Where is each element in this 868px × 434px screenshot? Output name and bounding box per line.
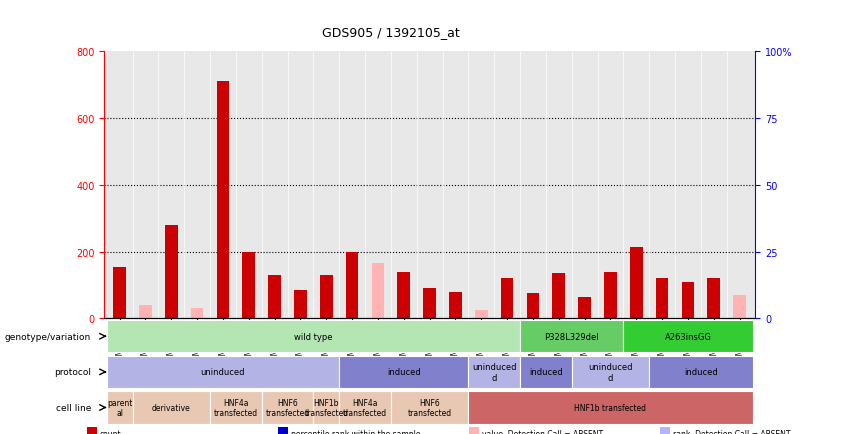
Bar bbox=[165, 225, 178, 319]
FancyBboxPatch shape bbox=[313, 391, 339, 424]
Text: wild type: wild type bbox=[294, 332, 332, 341]
Bar bbox=[139, 306, 152, 319]
Bar bbox=[398, 272, 411, 319]
Text: uninduced: uninduced bbox=[201, 368, 246, 376]
Bar bbox=[320, 275, 332, 319]
FancyBboxPatch shape bbox=[107, 320, 520, 352]
Text: HNF4a
transfected: HNF4a transfected bbox=[343, 398, 387, 417]
Bar bbox=[217, 82, 229, 319]
Text: uninduced
d: uninduced d bbox=[589, 362, 633, 381]
FancyBboxPatch shape bbox=[107, 391, 133, 424]
Bar bbox=[578, 297, 591, 319]
FancyBboxPatch shape bbox=[339, 356, 469, 388]
Text: percentile rank within the sample: percentile rank within the sample bbox=[291, 429, 420, 434]
FancyBboxPatch shape bbox=[133, 391, 210, 424]
Text: HNF4a
transfected: HNF4a transfected bbox=[214, 398, 258, 417]
Text: rank, Detection Call = ABSENT: rank, Detection Call = ABSENT bbox=[673, 429, 790, 434]
Bar bbox=[681, 282, 694, 319]
Text: HNF6
transfected: HNF6 transfected bbox=[408, 398, 451, 417]
Text: HNF1b transfected: HNF1b transfected bbox=[575, 403, 647, 412]
FancyBboxPatch shape bbox=[339, 391, 391, 424]
Bar bbox=[372, 264, 385, 319]
Text: P328L329del: P328L329del bbox=[544, 332, 599, 341]
FancyBboxPatch shape bbox=[520, 356, 572, 388]
Text: GDS905 / 1392105_at: GDS905 / 1392105_at bbox=[322, 26, 459, 39]
Text: HNF1b
transfected: HNF1b transfected bbox=[305, 398, 348, 417]
Text: induced: induced bbox=[684, 368, 718, 376]
Text: derivative: derivative bbox=[152, 403, 191, 412]
Text: A263insGG: A263insGG bbox=[665, 332, 712, 341]
FancyBboxPatch shape bbox=[623, 320, 753, 352]
Bar bbox=[553, 274, 565, 319]
Bar bbox=[656, 279, 668, 319]
Bar bbox=[707, 279, 720, 319]
Bar bbox=[424, 289, 436, 319]
Bar bbox=[630, 247, 642, 319]
FancyBboxPatch shape bbox=[391, 391, 469, 424]
Text: uninduced
d: uninduced d bbox=[472, 362, 516, 381]
Bar bbox=[114, 267, 126, 319]
FancyBboxPatch shape bbox=[520, 320, 623, 352]
Text: cell line: cell line bbox=[56, 403, 91, 412]
Bar bbox=[268, 275, 281, 319]
Text: count: count bbox=[100, 429, 122, 434]
Text: induced: induced bbox=[387, 368, 421, 376]
Text: induced: induced bbox=[529, 368, 562, 376]
FancyBboxPatch shape bbox=[469, 356, 520, 388]
Bar bbox=[501, 279, 514, 319]
Bar bbox=[345, 252, 358, 319]
Text: HNF6
transfected: HNF6 transfected bbox=[266, 398, 310, 417]
Bar bbox=[733, 296, 746, 319]
Bar bbox=[475, 310, 488, 319]
Bar bbox=[604, 272, 617, 319]
Bar bbox=[242, 252, 255, 319]
Text: protocol: protocol bbox=[54, 368, 91, 376]
FancyBboxPatch shape bbox=[210, 391, 262, 424]
Bar bbox=[449, 292, 462, 319]
FancyBboxPatch shape bbox=[572, 356, 649, 388]
Text: genotype/variation: genotype/variation bbox=[5, 332, 91, 341]
FancyBboxPatch shape bbox=[649, 356, 753, 388]
Text: value, Detection Call = ABSENT: value, Detection Call = ABSENT bbox=[482, 429, 603, 434]
Bar bbox=[527, 294, 539, 319]
Bar bbox=[191, 309, 203, 319]
Text: parent
al: parent al bbox=[107, 398, 132, 417]
FancyBboxPatch shape bbox=[469, 391, 753, 424]
FancyBboxPatch shape bbox=[262, 391, 313, 424]
FancyBboxPatch shape bbox=[107, 356, 339, 388]
Bar bbox=[294, 290, 306, 319]
